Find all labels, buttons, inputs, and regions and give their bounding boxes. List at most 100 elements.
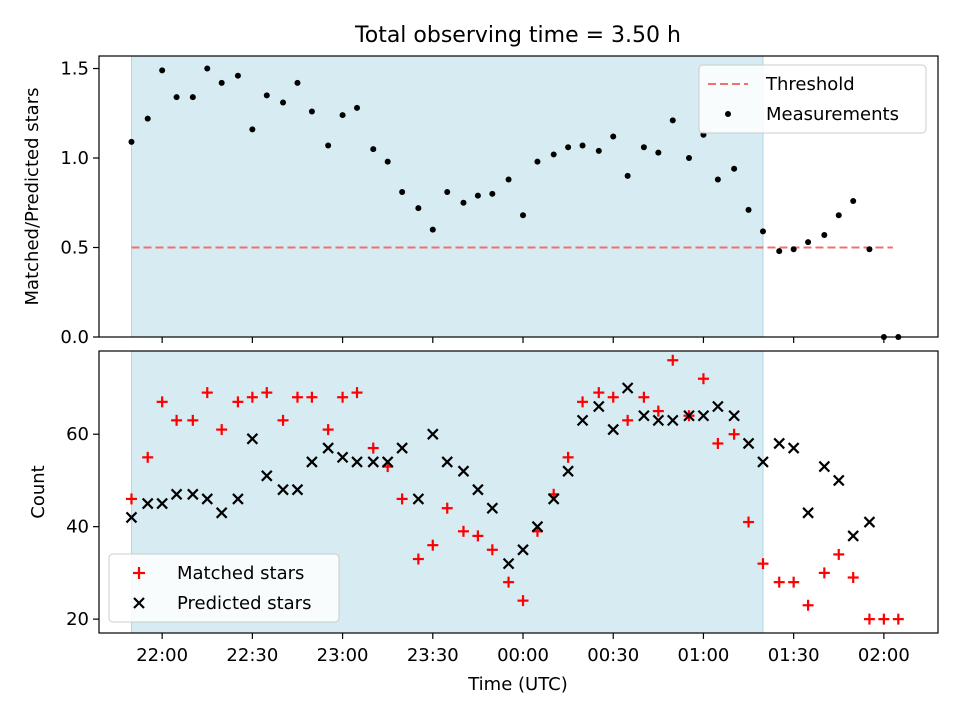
matched-star-point bbox=[441, 502, 453, 514]
predicted-star-point bbox=[412, 493, 425, 505]
x-tick-label: 23:30 bbox=[407, 645, 459, 666]
matched-star-point bbox=[322, 424, 334, 436]
matched-star-point bbox=[818, 567, 830, 579]
predicted-star-point bbox=[576, 414, 589, 427]
measurement-point bbox=[655, 149, 662, 156]
measurements-series bbox=[128, 65, 902, 340]
matched-star-point bbox=[216, 424, 228, 436]
predicted-star-point bbox=[502, 557, 515, 570]
predicted-point-stroke-b bbox=[652, 414, 665, 427]
measurement-point bbox=[776, 248, 783, 255]
matched-star-point bbox=[246, 391, 258, 403]
predicted-star-point bbox=[201, 493, 214, 505]
predicted-point-stroke-b bbox=[593, 400, 605, 413]
matched-star-point bbox=[277, 414, 289, 426]
matched-star-point bbox=[847, 572, 859, 584]
predicted-star-point bbox=[802, 507, 814, 519]
ratio-panel: 0.0 0.5 1.0 1.5 Matched/Predicted stars Thr… bbox=[22, 55, 939, 348]
predicted-point-stroke-b bbox=[261, 470, 273, 482]
matched-star-point bbox=[396, 493, 408, 505]
threshold-legend-label: Threshold bbox=[765, 74, 855, 95]
predicted-point-stroke-b bbox=[562, 465, 574, 477]
measurement-point bbox=[415, 205, 422, 212]
predicted-point-stroke-b bbox=[156, 497, 168, 510]
measurement-point bbox=[790, 246, 797, 253]
measurement-point bbox=[159, 67, 166, 74]
predicted-star-point bbox=[621, 382, 634, 394]
x-tick-label: 23:00 bbox=[317, 645, 369, 666]
predicted-point-stroke-b bbox=[125, 511, 138, 524]
measurement-point bbox=[204, 65, 211, 72]
matched-star-point bbox=[743, 516, 755, 528]
predicted-star-point bbox=[261, 470, 273, 482]
measurement-point bbox=[280, 99, 287, 106]
predicted-point-stroke-b bbox=[486, 502, 499, 514]
predicted-star-point bbox=[832, 474, 845, 487]
x-tick-label: 01:30 bbox=[768, 645, 820, 666]
predicted-star-point bbox=[666, 414, 679, 427]
predicted-star-point bbox=[187, 488, 199, 501]
predicted-point-stroke-b bbox=[863, 516, 876, 528]
predicted-point-stroke-b bbox=[187, 488, 199, 501]
measurement-point bbox=[444, 189, 451, 196]
measurement-point bbox=[640, 144, 647, 151]
measurement-point bbox=[460, 199, 467, 206]
x-tick-label: 22:30 bbox=[226, 645, 278, 666]
matched-star-point bbox=[156, 396, 168, 408]
predicted-star-point bbox=[562, 465, 574, 477]
predicted-star-point bbox=[728, 409, 740, 422]
measurement-point bbox=[354, 104, 361, 111]
measurement-point bbox=[308, 108, 315, 115]
x-tick-label: 22:00 bbox=[136, 645, 188, 666]
predicted-point-stroke-b bbox=[818, 460, 831, 473]
count-y-tick-label: 60 bbox=[66, 424, 89, 445]
predicted-star-point bbox=[472, 483, 484, 496]
measurement-point bbox=[850, 197, 857, 204]
measurement-point bbox=[610, 133, 617, 140]
matched-star-point bbox=[863, 613, 875, 625]
predicted-point-stroke-b bbox=[472, 483, 484, 496]
predicted-point-stroke-b bbox=[502, 557, 515, 570]
predicted-star-point bbox=[712, 400, 724, 413]
measurement-point bbox=[624, 172, 631, 179]
ratio-legend-box bbox=[698, 64, 927, 134]
measurement-point bbox=[534, 158, 541, 165]
matched-star-point bbox=[622, 414, 634, 426]
predicted-point-stroke-b bbox=[351, 456, 363, 468]
matched-star-point bbox=[638, 391, 650, 403]
predicted-star-point bbox=[170, 488, 183, 501]
count-panel: 20 40 60 22:00 22:30 23:00 23:30 00:00 00:30 01:… bbox=[28, 350, 939, 666]
measurement-point bbox=[579, 142, 586, 149]
predicted-star-point bbox=[847, 530, 859, 542]
matched-star-point bbox=[486, 544, 498, 556]
measurement-point bbox=[294, 79, 301, 86]
measurement-point bbox=[866, 246, 873, 253]
ratio-y-axis-ticks: 0.0 0.5 1.0 1.5 bbox=[60, 59, 99, 348]
matched-star-point bbox=[652, 405, 664, 417]
predicted-star-point bbox=[396, 442, 408, 454]
predicted-point-stroke-b bbox=[291, 483, 304, 496]
measurement-point bbox=[669, 117, 676, 124]
predicted-star-point bbox=[351, 456, 363, 468]
predicted-point-stroke-b bbox=[576, 414, 589, 427]
matched-star-point bbox=[712, 437, 724, 449]
predicted-star-point bbox=[156, 497, 168, 510]
x-tick-label: 02:00 bbox=[858, 645, 910, 666]
matched-star-point bbox=[142, 451, 154, 463]
predicted-star-point bbox=[593, 400, 605, 413]
matched-star-point bbox=[367, 442, 379, 454]
predicted-point-stroke-b bbox=[457, 465, 470, 477]
matched-star-point bbox=[773, 576, 785, 588]
measurement-point bbox=[173, 94, 180, 101]
matched-star-point bbox=[457, 525, 469, 537]
measurement-point bbox=[745, 206, 752, 213]
predicted-star-point bbox=[367, 456, 380, 468]
predicted-legend-label: Predicted stars bbox=[177, 593, 311, 614]
matched-star-point bbox=[833, 548, 845, 560]
measurement-point bbox=[550, 151, 557, 158]
predicted-star-point bbox=[141, 497, 154, 510]
matched-star-point bbox=[232, 396, 244, 408]
measurement-point bbox=[384, 158, 391, 165]
ratio-y-axis-label: Matched/Predicted stars bbox=[22, 88, 43, 306]
